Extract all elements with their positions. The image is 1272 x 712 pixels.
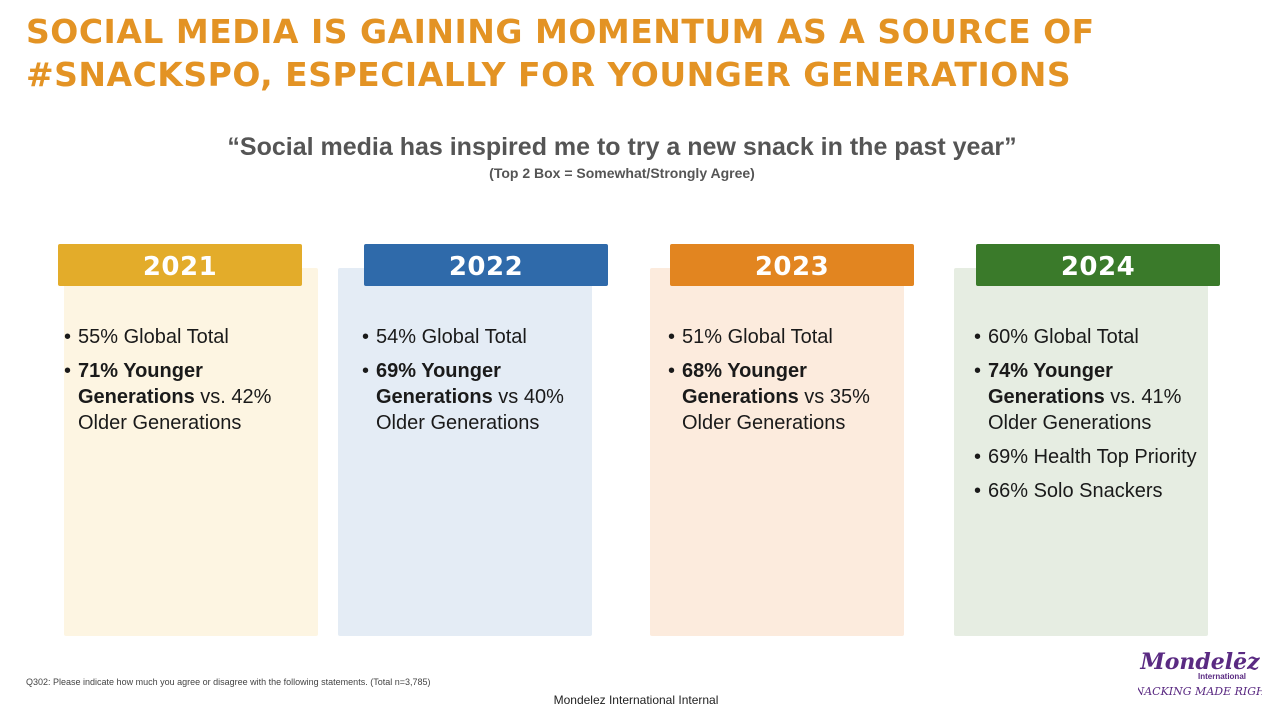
logo-tagline: SNACKING MADE RIGHT	[1138, 685, 1262, 698]
list-item: 74% Younger Generations vs. 41% Older Ge…	[974, 358, 1202, 436]
card-2023-list: 51% Global Total 68% Younger Generations…	[668, 324, 896, 444]
year-header-2024: 2024	[976, 244, 1220, 286]
year-header-2022: 2022	[364, 244, 608, 286]
survey-quote: “Social media has inspired me to try a n…	[227, 133, 1017, 161]
list-item: 54% Global Total	[362, 324, 590, 350]
survey-quote-subtitle: (Top 2 Box = Somewhat/Strongly Agree)	[489, 165, 755, 181]
list-item: 69% Health Top Priority	[974, 444, 1202, 470]
card-2023: 51% Global Total 68% Younger Generations…	[650, 268, 904, 636]
slide-title: SOCIAL MEDIA IS GAINING MOMENTUM AS A SO…	[26, 12, 1095, 94]
list-item: 60% Global Total	[974, 324, 1202, 350]
list-item: 71% Younger Generations vs. 42% Older Ge…	[64, 358, 292, 436]
list-item: 51% Global Total	[668, 324, 896, 350]
year-header-2023: 2023	[670, 244, 914, 286]
mondelez-logo: Mondelēz International SNACKING MADE RIG…	[1138, 649, 1262, 698]
card-2024: 60% Global Total 74% Younger Generations…	[954, 268, 1208, 636]
list-item: 55% Global Total	[64, 324, 292, 350]
classification-label: Mondelez International Internal	[553, 693, 719, 707]
card-2021-list: 55% Global Total 71% Younger Generations…	[64, 324, 292, 444]
year-header-2021: 2021	[58, 244, 302, 286]
list-item: 68% Younger Generations vs 35% Older Gen…	[668, 358, 896, 436]
card-2022: 54% Global Total 69% Younger Generations…	[338, 268, 592, 636]
card-2022-list: 54% Global Total 69% Younger Generations…	[362, 324, 590, 444]
logo-brand: Mondelēz	[1139, 649, 1260, 675]
card-2021: 55% Global Total 71% Younger Generations…	[64, 268, 318, 636]
survey-footnote: Q302: Please indicate how much you agree…	[26, 677, 431, 687]
logo-sub: International	[1198, 672, 1246, 681]
list-item: 66% Solo Snackers	[974, 478, 1202, 504]
card-2024-list: 60% Global Total 74% Younger Generations…	[974, 324, 1202, 512]
list-item: 69% Younger Generations vs 40% Older Gen…	[362, 358, 590, 436]
